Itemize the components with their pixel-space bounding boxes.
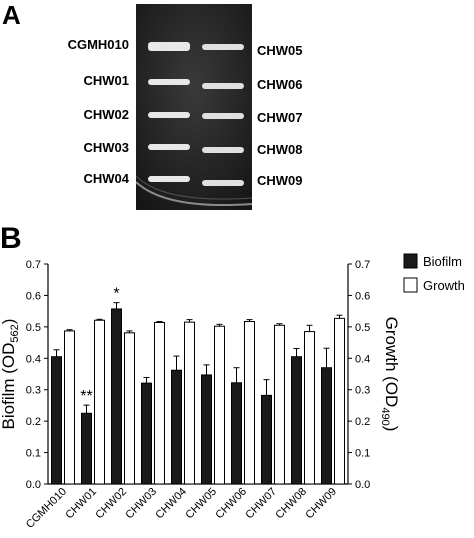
x-tick-label-chw03: CHW03 <box>123 486 159 522</box>
strain-label-chw05: CHW05 <box>257 43 303 58</box>
x-tick-label-cgmh010: CGMH010 <box>24 486 69 531</box>
y-axis-title-left: Biofilm (OD562) <box>0 319 21 430</box>
bar-biofilm-chw03 <box>141 382 152 485</box>
bar-biofilm-cgmh010 <box>51 356 62 485</box>
strain-label-chw09: CHW09 <box>257 173 303 188</box>
legend-swatch-biofilm <box>403 253 418 269</box>
bar-growth-chw09 <box>334 317 345 485</box>
y-tick-label-left: 0.7 <box>26 259 41 271</box>
y-tick-label-left: 0.3 <box>26 385 41 397</box>
colony-streak <box>148 42 190 51</box>
legend-label-growth: Growth <box>423 278 465 293</box>
y-tick-label-right: 0.6 <box>355 290 370 302</box>
y-tick-label-right: 0.2 <box>355 416 370 428</box>
bar-biofilm-chw07 <box>261 394 272 485</box>
strain-label-chw04: CHW04 <box>83 171 129 186</box>
colony-streak <box>202 113 244 119</box>
strain-label-cgmh010: CGMH010 <box>67 37 129 52</box>
y-tick-label-left: 0.6 <box>26 290 41 302</box>
bar-biofilm-chw04 <box>171 369 182 485</box>
legend-label-biofilm: Biofilm <box>423 254 462 269</box>
x-tick-label-chw09: CHW09 <box>303 486 339 522</box>
y-tick-label-right: 0.1 <box>355 448 370 460</box>
x-tick-label-chw06: CHW06 <box>213 486 249 522</box>
panel-b-letter: B <box>0 222 22 255</box>
bar-growth-chw02 <box>124 332 135 485</box>
bar-chart: 0.0 0.0 0.1 0.1 0.2 0.2 0.3 0.3 0.4 0.4 0.5 0.5 0.6 0… <box>0 253 465 531</box>
bar-biofilm-chw02 <box>111 308 122 485</box>
strain-label-chw08: CHW08 <box>257 142 303 157</box>
y-tick-label-right: 0.7 <box>355 259 370 271</box>
x-tick-label-chw07: CHW07 <box>243 486 279 522</box>
bar-growth-chw07 <box>274 324 285 485</box>
bar-growth-chw01 <box>94 319 105 485</box>
significance-annotation: * <box>113 286 119 303</box>
colony-streak <box>202 44 244 50</box>
colony-streak <box>148 176 190 182</box>
y-tick-label-left: 0.2 <box>26 416 41 428</box>
bar-biofilm-chw05 <box>201 374 212 485</box>
colony-streak <box>202 180 244 186</box>
strain-label-chw03: CHW03 <box>83 140 129 155</box>
strain-label-chw01: CHW01 <box>83 73 129 88</box>
x-tick-label-chw04: CHW04 <box>153 486 189 522</box>
y-tick-label-left: 0.4 <box>26 353 41 365</box>
y-axis-title-right: Growth (OD490) <box>379 317 401 432</box>
bar-biofilm-chw09 <box>321 367 332 485</box>
bar-biofilm-chw01 <box>81 412 92 485</box>
bar-biofilm-chw06 <box>231 382 242 485</box>
y-tick-label-right: 0.5 <box>355 322 370 334</box>
y-tick-label-left: 0.1 <box>26 448 41 460</box>
strain-label-chw07: CHW07 <box>257 110 303 125</box>
y-tick-label-left: 0.0 <box>26 479 41 491</box>
y-tick-label-right: 0.4 <box>355 353 370 365</box>
colony-streak <box>202 83 244 89</box>
legend-swatch-growth <box>403 277 418 293</box>
x-tick-label-chw01: CHW01 <box>63 486 99 522</box>
y-tick-label-right: 0.0 <box>355 479 370 491</box>
y-tick-label-left: 0.5 <box>26 322 41 334</box>
panel-a-letter: A <box>2 0 21 30</box>
colony-streak <box>148 144 190 150</box>
bar-biofilm-chw08 <box>291 356 302 485</box>
bar-growth-chw05 <box>214 325 225 485</box>
x-tick-label-chw08: CHW08 <box>273 486 309 522</box>
x-tick-label-chw02: CHW02 <box>93 486 129 522</box>
strain-label-chw02: CHW02 <box>83 107 129 122</box>
colony-streak <box>148 112 190 118</box>
agar-plate-photo <box>136 4 252 210</box>
x-tick-label-chw05: CHW05 <box>183 486 219 522</box>
colony-streak <box>148 79 190 85</box>
bar-growth-chw03 <box>154 321 165 485</box>
bar-growth-chw06 <box>244 321 255 485</box>
y-tick-label-right: 0.3 <box>355 385 370 397</box>
significance-annotation: ** <box>80 388 92 405</box>
strain-label-chw06: CHW06 <box>257 77 303 92</box>
bar-growth-chw04 <box>184 321 195 485</box>
bar-growth-chw08 <box>304 331 315 485</box>
colony-streak <box>202 147 244 153</box>
bar-growth-cgmh010 <box>64 330 75 485</box>
